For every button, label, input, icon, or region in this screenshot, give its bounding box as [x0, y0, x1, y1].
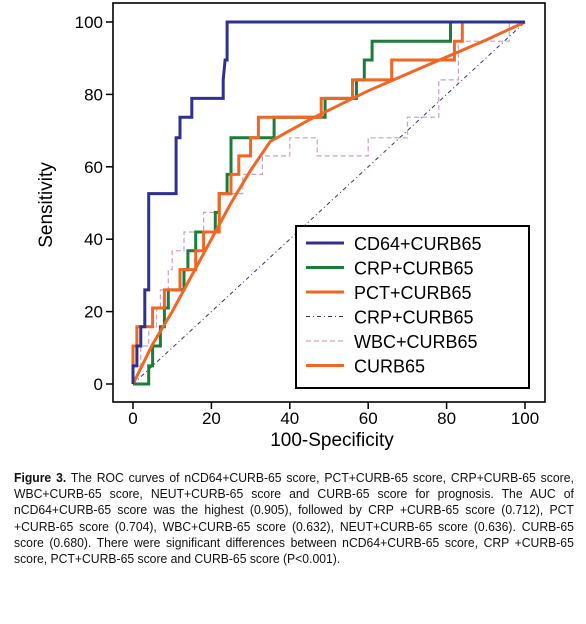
- series-line-3: [132, 21, 526, 385]
- x-tick-label-5: 100: [511, 409, 539, 428]
- y-tick-label-0: 0: [94, 375, 103, 394]
- legend: CD64+CURB65 CRP+CURB65 PCT+CURB65 CRP+CURB6…: [295, 225, 530, 389]
- caption-label: Figure 3.: [14, 470, 67, 485]
- x-axis-label: 100-Specificity: [270, 430, 394, 451]
- y-axis-label: Sensitivity: [36, 162, 57, 248]
- legend-label-1: CRP+CURB65: [354, 259, 474, 279]
- legend-label-5: CURB65: [354, 357, 425, 377]
- caption-text: The ROC curves of nCD64+CURB-65 score, P…: [14, 470, 574, 567]
- plot-frame: [112, 2, 546, 403]
- roc-chart: 0 20 40 60 80 100 0 20 40 60 80 100 100-Specificity…: [36, 2, 546, 451]
- legend-label-3: CRP+CURB65: [354, 308, 474, 328]
- series-line-0: [131, 20, 525, 384]
- series-layer: [131, 20, 526, 386]
- y-tick-label-4: 80: [84, 85, 103, 104]
- roc-chart-svg: 0 20 40 60 80 100 0 20 40 60 80 100 100-Specificity…: [36, 2, 546, 451]
- legend-label-0: CD64+CURB65: [354, 234, 482, 254]
- series-line-2: [131, 20, 525, 384]
- x-tick-label-1: 20: [202, 409, 221, 428]
- figure-caption: Figure 3. The ROC curves of nCD64+CURB-6…: [14, 470, 574, 567]
- y-tick-label-1: 20: [84, 303, 103, 322]
- x-tick-label-3: 60: [359, 409, 378, 428]
- x-tick-label-0: 0: [128, 409, 137, 428]
- ticks-layer: 0 20 40 60 80 100 0 20 40 60 80 100: [75, 13, 540, 428]
- legend-box: [295, 225, 530, 389]
- series-line-5: [131, 20, 526, 385]
- y-tick-label-3: 60: [84, 158, 103, 177]
- y-tick-label-2: 40: [84, 230, 103, 249]
- legend-label-2: PCT+CURB65: [354, 283, 472, 303]
- x-tick-label-2: 40: [280, 409, 299, 428]
- legend-label-4: WBC+CURB65: [354, 332, 478, 352]
- y-tick-label-5: 100: [75, 13, 103, 32]
- x-tick-label-4: 80: [437, 409, 456, 428]
- legend-items: CD64+CURB65 CRP+CURB65 PCT+CURB65 CRP+CURB6…: [306, 234, 482, 377]
